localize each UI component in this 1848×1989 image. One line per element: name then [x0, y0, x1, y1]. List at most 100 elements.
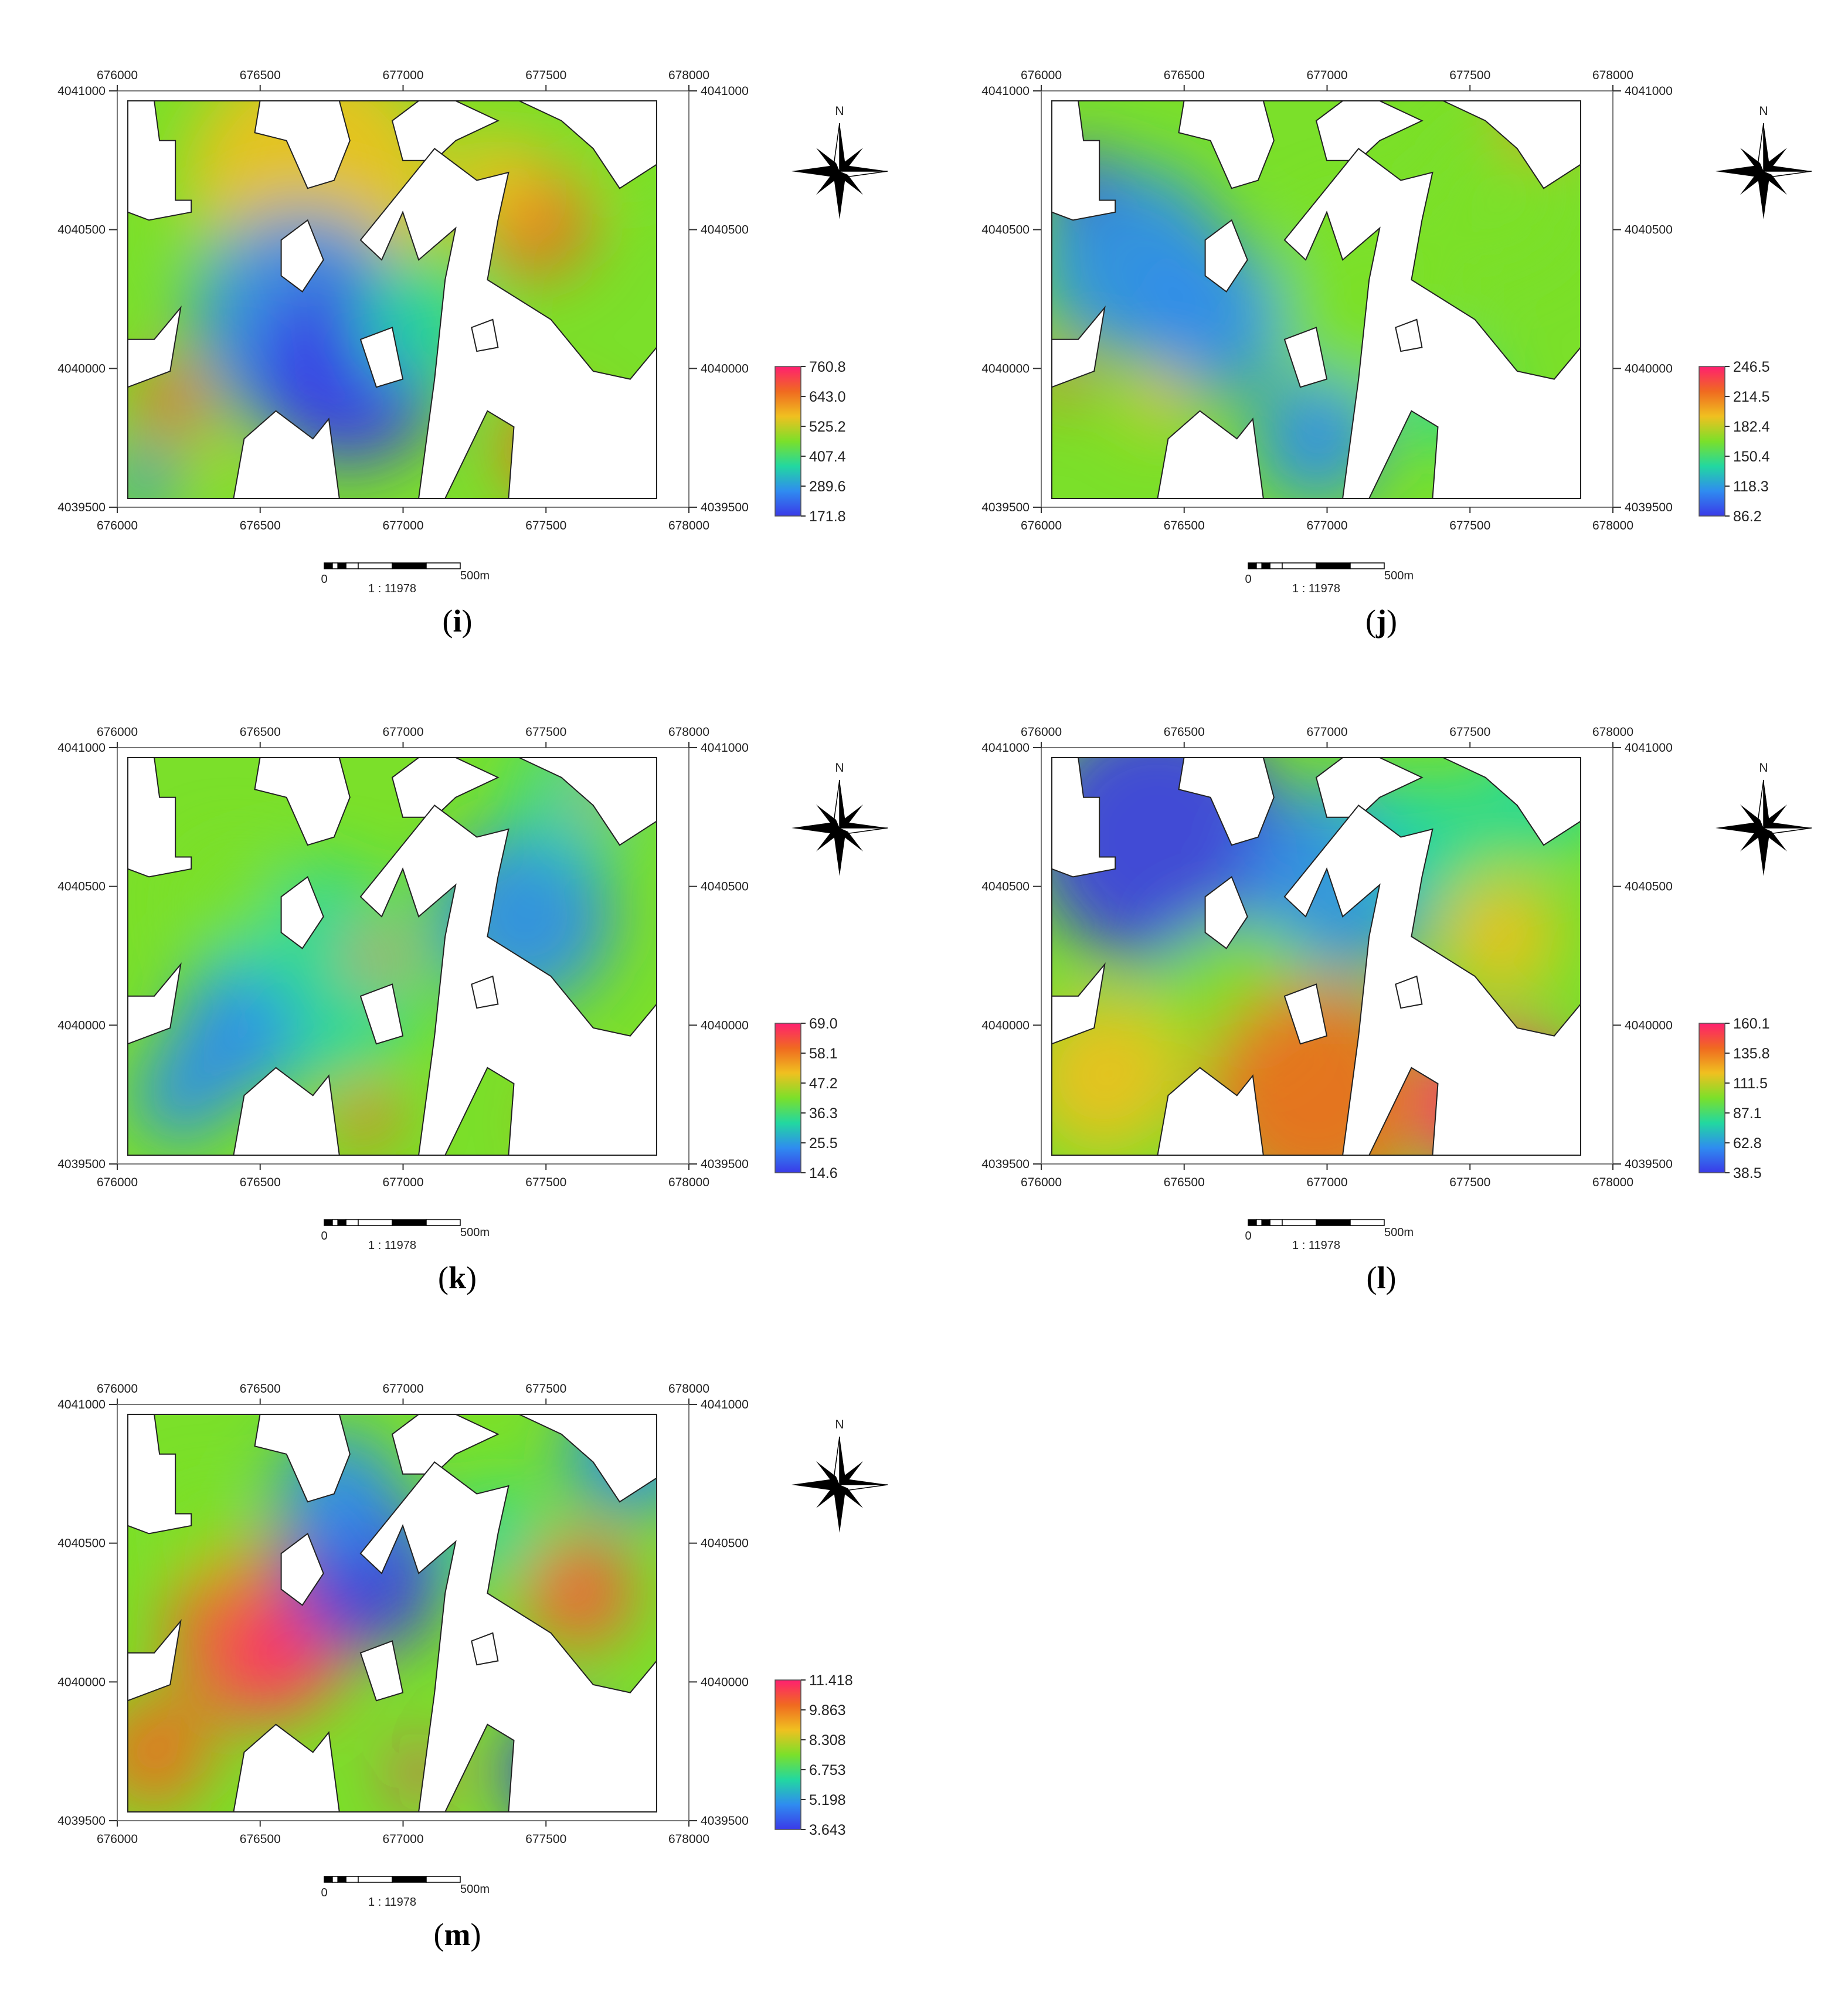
y-tick-label-left: 4040500 [981, 880, 1030, 894]
no-data-area [359, 148, 657, 498]
x-tick-label-top: 676000 [1021, 69, 1062, 82]
surface-blob [128, 446, 176, 498]
legend-value: 38.5 [1733, 1165, 1762, 1182]
surface-blob [128, 1695, 212, 1810]
legend-colorbar [774, 1679, 801, 1830]
scale-zero-label: 0 [321, 1886, 327, 1899]
legend-value: 525.2 [809, 419, 846, 435]
x-tick-label-bottom: 677000 [1306, 519, 1347, 532]
scale-end-label: 500m [460, 1883, 490, 1896]
y-tick-label-left: 4040500 [57, 1537, 106, 1550]
no-data-area [207, 101, 500, 189]
x-tick-label-bottom: 677500 [525, 1832, 566, 1846]
y-tick-label-left: 4041000 [57, 741, 106, 755]
y-tick-label-right: 4039500 [701, 1814, 749, 1828]
x-tick-label-top: 677000 [382, 1382, 423, 1396]
no-data-area [1395, 318, 1423, 352]
legend-value: 6.753 [809, 1762, 846, 1778]
x-tick-label-top: 678000 [1592, 725, 1633, 739]
legend-value: 11.418 [809, 1672, 853, 1689]
x-tick-label-top: 676000 [97, 69, 138, 82]
legend-colorbar [1698, 1023, 1725, 1173]
no-data-area [128, 1414, 192, 1535]
x-tick-label-bottom: 677000 [1306, 1176, 1347, 1189]
legend-value: 69.0 [809, 1016, 838, 1032]
no-data-area [1283, 983, 1328, 1045]
y-tick-label-left: 4041000 [981, 741, 1030, 755]
surface-blob [1131, 240, 1290, 399]
x-tick-label-top: 676500 [240, 725, 281, 739]
no-data-area [207, 1414, 500, 1503]
y-tick-label-right: 4040000 [701, 1019, 749, 1032]
x-tick-label-top: 677500 [525, 725, 566, 739]
north-arrow-icon: N [791, 761, 888, 876]
no-data-area [233, 1723, 340, 1812]
legend-value: 214.5 [1733, 389, 1770, 405]
y-tick-label-left: 4039500 [57, 1158, 106, 1171]
legend-value: 407.4 [809, 449, 846, 465]
no-data-area [1204, 875, 1248, 949]
panel-caption-letter: i [453, 603, 462, 639]
surface-blob [133, 1048, 229, 1143]
no-data-area [1052, 962, 1106, 1045]
x-tick-label-top: 678000 [668, 1382, 709, 1396]
surface-blob [223, 1605, 318, 1701]
scale-ratio-label: 1 : 11978 [368, 1239, 416, 1252]
no-data-area [128, 1619, 182, 1702]
map-svg-l: 676000 676000 676500 676500 677000 677000 6775… [981, 725, 1812, 1252]
interpolated-surface [1052, 758, 1581, 1155]
legend-value: 135.8 [1733, 1046, 1770, 1062]
no-data-area [1052, 306, 1106, 388]
no-data-area [519, 101, 657, 189]
surface-blob [574, 1574, 613, 1613]
north-arrow-icon: N [1715, 761, 1812, 876]
x-tick-label-top: 676000 [1021, 725, 1062, 739]
map-svg-m: 676000 676000 676500 676500 677000 677000 6775… [57, 1382, 888, 1909]
x-tick-label-bottom: 676500 [240, 519, 281, 532]
scale-zero-label: 0 [321, 573, 327, 586]
legend-value: 58.1 [809, 1046, 838, 1062]
legend-value: 36.3 [809, 1105, 838, 1122]
x-tick-label-top: 676500 [1164, 69, 1205, 82]
panel-caption-letter: k [448, 1260, 467, 1295]
legend-value: 9.863 [809, 1702, 846, 1719]
x-tick-label-top: 677500 [1449, 69, 1490, 82]
y-tick-label-left: 4041000 [981, 84, 1030, 98]
map-panel-k: 676000 676000 676500 676500 677000 677000 6775… [0, 657, 915, 1313]
x-tick-label-bottom: 678000 [1592, 1176, 1633, 1189]
no-data-area [1157, 410, 1264, 498]
interpolated-surface [128, 758, 657, 1155]
legend-value: 3.643 [809, 1822, 846, 1838]
legend-value: 246.5 [1733, 359, 1770, 375]
map-panel-i: 676000 676000 676500 676500 677000 677000 6775… [0, 0, 915, 657]
no-data-area [128, 962, 182, 1045]
north-label: N [835, 761, 844, 775]
y-tick-label-left: 4039500 [981, 1158, 1030, 1171]
y-tick-label-left: 4039500 [57, 501, 106, 514]
y-tick-label-left: 4039500 [981, 501, 1030, 514]
x-tick-label-bottom: 678000 [1592, 519, 1633, 532]
y-tick-label-left: 4040500 [981, 223, 1030, 237]
y-tick-label-left: 4041000 [57, 84, 106, 98]
x-tick-label-top: 678000 [668, 69, 709, 82]
x-tick-label-bottom: 678000 [668, 519, 709, 532]
map-panel-j: 676000 676000 676500 676500 677000 677000 6775… [924, 0, 1839, 657]
scale-end-label: 500m [460, 569, 490, 582]
y-tick-label-right: 4040500 [1625, 223, 1673, 237]
surface-blob [1126, 367, 1190, 431]
x-tick-label-bottom: 676000 [1021, 1176, 1062, 1189]
surface-blob [334, 1084, 398, 1148]
panel-caption-letter: j [1376, 603, 1387, 639]
no-data-area [471, 975, 499, 1009]
x-tick-label-top: 678000 [668, 725, 709, 739]
scale-end-label: 500m [1384, 569, 1414, 582]
legend-value: 182.4 [1733, 419, 1770, 435]
y-tick-label-right: 4041000 [1625, 741, 1673, 755]
no-data-area [128, 306, 182, 388]
x-tick-label-bottom: 677000 [382, 1832, 423, 1846]
y-tick-label-left: 4040000 [981, 362, 1030, 375]
y-tick-label-right: 4040500 [701, 1537, 749, 1550]
surface-blob [169, 1495, 246, 1572]
north-arrow-icon: N [791, 1418, 888, 1533]
y-tick-label-right: 4040000 [701, 362, 749, 375]
